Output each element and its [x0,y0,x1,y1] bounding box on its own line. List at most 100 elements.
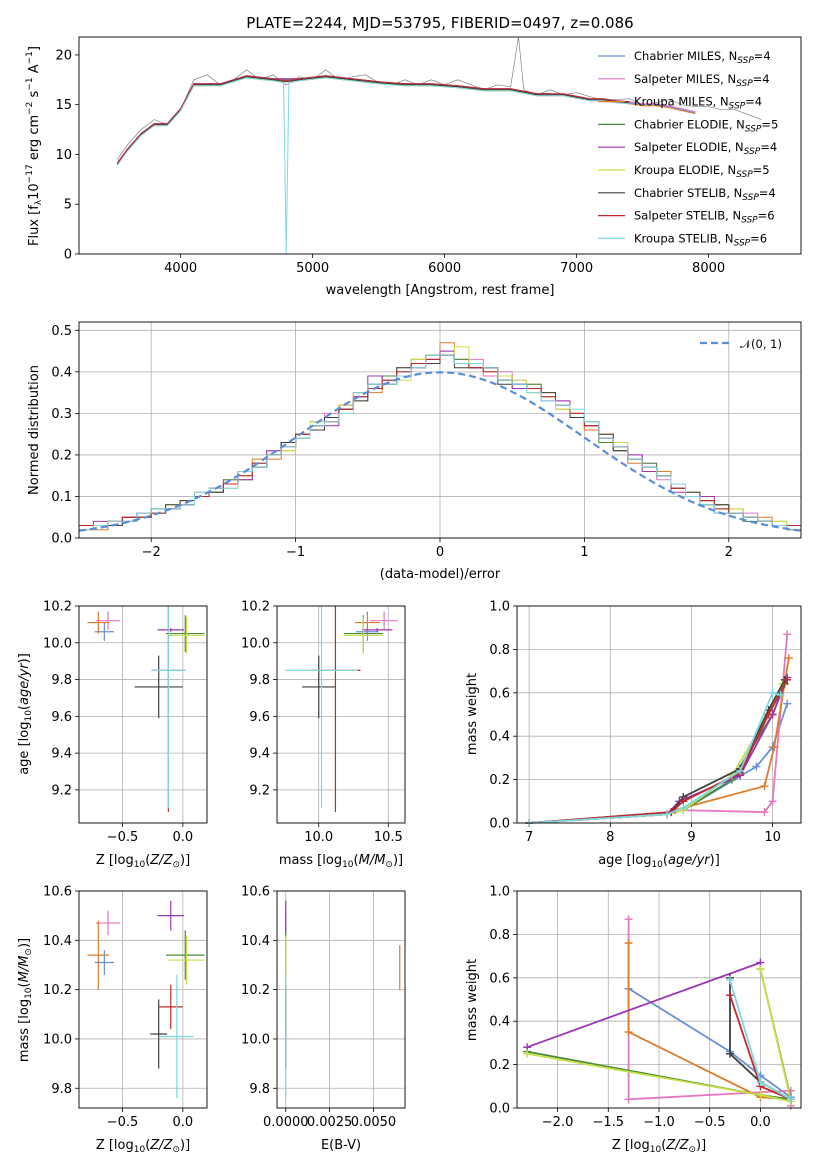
weight-marker [783,675,792,684]
y-tick-label: 10.0 [241,636,270,651]
mw-vs-age-xlabel-part: age [log [598,853,651,868]
legend-label: Chabrier STELIB, NSSP=4 [634,186,776,203]
mass-vs-Z-xlabel-part: ⊙ [172,1145,180,1155]
x-tick-label: 7000 [560,261,593,276]
x-tick-label: 7 [525,830,533,845]
spectrum-lines [116,37,762,254]
mw-vs-Z-xlabel-part: )] [696,1138,706,1153]
y-tick-label: 10.4 [241,934,270,949]
errorbar-point [285,606,358,809]
legend-label-part: SSP [745,124,762,134]
y-tick-label: 9.4 [51,747,72,762]
legend-label-part: =4 [760,140,777,154]
legend-label: Salpeter STELIB, NSSP=6 [634,209,775,226]
errorbar-point [94,622,115,641]
mass-vs-Z-xlabel-part: ( [145,1138,150,1153]
residuals-ylabel: Normed distribution [27,365,42,495]
y-tick-label: 0.5 [51,324,72,339]
age_vs_mass-errorbars [285,606,399,812]
legend-label-part: Chabrier ELODIE, N [634,117,745,131]
y-tick-label: 0.8 [489,643,510,658]
weight-marker [770,743,779,752]
age-vs-Z-ylabel-part: ( [17,705,32,710]
x-tick-label: 2 [725,545,733,560]
mw-vs-Z-xlabel: Z [log10(Z/Z⊙)] [612,1138,706,1155]
weight-line-7 [529,679,788,823]
massweight_vs_age-lines [525,630,793,827]
residuals-xlabel: (data-model)/error [380,567,501,582]
x-tick-label: 6000 [428,261,461,276]
mw-vs-Z-xlabel-part: ( [661,1138,666,1153]
legend-label-part: =6 [750,231,767,245]
spectrum-ylabel-part: −1 [25,51,35,64]
mass-vs-ebv-xlabel: E(B-V) [321,1138,361,1153]
legend-label-part: =6 [758,209,775,223]
legend-label-part: SSP [736,170,753,180]
age-vs-Z-xlabel-part: ⊙ [172,860,180,870]
mass-vs-Z-xlabel-part: 10 [134,1145,146,1155]
x-tick-label: 0.0050 [351,1115,397,1130]
y-tick-label: 9.8 [51,1082,72,1097]
y-tick-label: 1.0 [489,600,510,615]
spectrum-ylabel-part: −17 [25,164,35,183]
legend-label-part: SSP [737,56,754,66]
legend-label-part: =5 [753,163,770,177]
spectrum-ylabel-part: −1 [25,77,35,90]
mass-vs-Z-xlabel-part: Z/Z [149,1138,173,1153]
massweight_vs_Z-frame [516,890,802,1109]
weight-marker [624,1028,633,1037]
y-tick-label: 0.0 [489,817,510,832]
y-tick-label: 0.2 [489,1058,510,1073]
mass_vs_Z-errorbars [87,900,205,1099]
y-tick-label: 20 [55,48,72,63]
massweight_vs_Z-lines [523,915,795,1110]
legend-label: Salpeter ELODIE, NSSP=4 [634,140,777,157]
age_vs_mass-frame [276,605,406,824]
y-tick-label: 0.4 [489,730,510,745]
age-vs-Z-xlabel: Z [log10(Z/Z⊙)] [96,853,190,870]
x-tick-label: 0.0 [750,1115,771,1130]
errorbar-point [302,655,336,719]
model-line-5 [167,77,551,126]
age-vs-mass-xlabel: mass [log10(M/M⊙)] [279,853,403,870]
age-vs-Z-ylabel-part: age [log [17,722,32,775]
x-tick-label: 0.0000 [263,1115,309,1130]
weight-marker [663,810,672,819]
y-tick-label: 0.0 [51,532,72,547]
legend-label: Chabrier MILES, NSSP=4 [634,49,771,66]
weight-marker [752,762,761,771]
legend-label-part: SSP [744,147,761,157]
errorbar-point [87,920,110,990]
legend-label-part: Salpeter ELODIE, N [634,140,744,154]
x-tick-label: −0.5 [107,830,139,845]
age-vs-mass-xlabel-part: mass [log [279,853,342,868]
weight-line-0 [628,987,792,1098]
x-tick-label: 0.0 [173,830,194,845]
mw-vs-Z-xlabel-part: 10 [650,1145,662,1155]
errorbar-point [158,984,183,1030]
legend-label-part: =4 [754,49,771,63]
mass-vs-Z-ylabel-part: 10 [24,987,34,999]
x-tick-label: −2.0 [542,1115,574,1130]
errorbar-point [159,974,194,1099]
weight-marker [624,915,633,924]
errorbar-point [370,611,399,630]
y-tick-label: 10.6 [43,885,72,900]
y-tick-label: 10.2 [43,600,72,615]
y-tick-label: 0.4 [489,1015,510,1030]
y-tick-label: 10.0 [241,1032,270,1047]
x-tick-label: −2 [142,545,161,560]
weight-marker [624,939,633,948]
age_vs_Z-frame [78,605,208,824]
legend-label-part: =5 [761,117,778,131]
age-vs-Z-xlabel-part: Z [log [96,853,134,868]
mass-vs-Z-xlabel: Z [log10(Z/Z⊙)] [96,1138,190,1155]
x-tick-label: 8000 [692,261,725,276]
weight-line-4 [526,961,761,1049]
y-tick-label: 10.6 [241,885,270,900]
y-tick-label: 10.0 [43,636,72,651]
x-tick-label: 0 [436,545,444,560]
weight-line-0 [529,703,789,823]
